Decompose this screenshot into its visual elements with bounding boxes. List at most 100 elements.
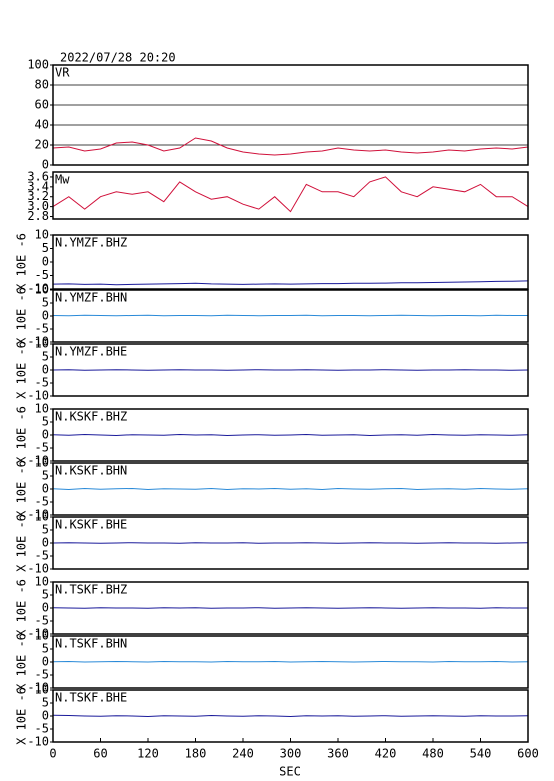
y-tick-label: 0 (42, 428, 49, 442)
y-tick-label: 10 (35, 510, 49, 524)
series-line (52, 487, 529, 491)
panel-frame (52, 635, 529, 689)
series-line (52, 433, 529, 437)
panel-frame (52, 64, 529, 166)
y-tick-label: 0 (42, 709, 49, 723)
x-tick-label: 240 (232, 747, 254, 761)
y-tick-label: 0 (42, 363, 49, 377)
series-line (52, 542, 529, 544)
x-tick-label: 480 (422, 747, 444, 761)
y-tick-label: -5 (35, 268, 49, 282)
y-tick-label: 0 (42, 536, 49, 550)
panel-label: N.KSKF.BHN (55, 464, 127, 478)
y-tick-label: 10 (35, 402, 49, 416)
series-line (52, 714, 529, 718)
panel-label: Mw (55, 173, 70, 187)
x-tick-label: 360 (327, 747, 349, 761)
y-axis-label: X 10E -6 (15, 406, 29, 464)
y-tick-label: -10 (27, 454, 49, 468)
y-tick-label: -10 (27, 508, 49, 522)
y-axis-label: X 10E -6 (15, 514, 29, 572)
y-axis-label: X 10E -6 (15, 579, 29, 637)
panel-label: N.YMZF.BHZ (55, 236, 127, 250)
panel-frame (52, 234, 529, 290)
y-tick-label: 0 (42, 655, 49, 669)
chart-title: 2022/07/28 20:20 (60, 51, 176, 65)
y-tick-label: -5 (35, 376, 49, 390)
series-line (52, 607, 528, 609)
y-tick-label: 5 (42, 296, 49, 310)
y-tick-label: 5 (42, 415, 49, 429)
y-tick-label: -10 (27, 627, 49, 641)
panel-label: N.YMZF.BHN (55, 291, 127, 305)
y-tick-label: -5 (35, 722, 49, 736)
y-tick-label: 5 (42, 350, 49, 364)
y-tick-label: 3.4 (27, 179, 49, 193)
y-tick-label: 10 (35, 683, 49, 697)
panel-label: N.KSKF.BHE (55, 518, 127, 532)
y-tick-label: 10 (35, 575, 49, 589)
panel-frame (52, 171, 529, 220)
y-tick-label: 10 (35, 456, 49, 470)
panel-frame (52, 516, 529, 570)
series-line (52, 137, 529, 156)
panel-label: N.TSKF.BHN (55, 637, 127, 651)
y-tick-label: 10 (35, 228, 49, 242)
y-tick-label: 3.2 (27, 189, 49, 203)
x-tick-label: 180 (185, 747, 207, 761)
y-tick-label: -5 (35, 614, 49, 628)
y-tick-label: 0 (42, 482, 49, 496)
y-tick-label: 20 (35, 138, 49, 152)
y-tick-label: 10 (35, 283, 49, 297)
panel-frame (52, 408, 529, 462)
y-tick-label: 5 (42, 523, 49, 537)
panel-label: N.TSKF.BHZ (55, 583, 127, 597)
y-tick-label: 5 (42, 241, 49, 255)
y-tick-label: 80 (35, 78, 49, 92)
series-line (52, 660, 529, 663)
y-tick-label: 5 (42, 588, 49, 602)
panel-label: VR (55, 66, 70, 80)
y-tick-label: 0 (42, 158, 49, 172)
y-axis-label: X 10E -6 (15, 460, 29, 518)
y-tick-label: -5 (35, 495, 49, 509)
y-tick-label: -10 (27, 335, 49, 349)
y-tick-label: -5 (35, 322, 49, 336)
y-tick-label: 5 (42, 469, 49, 483)
y-tick-label: -5 (35, 441, 49, 455)
y-tick-label: 5 (42, 642, 49, 656)
x-tick-label: 420 (375, 747, 397, 761)
panel-frame (52, 462, 529, 516)
panel-label: N.TSKF.BHE (55, 691, 127, 705)
y-tick-label: 0 (42, 255, 49, 269)
panel-frame (52, 289, 529, 343)
y-axis-label: X 10E -6 (15, 687, 29, 745)
y-tick-label: -10 (27, 389, 49, 403)
x-tick-label: 300 (280, 747, 302, 761)
series-line (52, 280, 529, 286)
panel-frame (52, 343, 529, 397)
y-tick-label: -5 (35, 668, 49, 682)
y-tick-label: -10 (27, 282, 49, 296)
x-tick-label: 0 (49, 747, 56, 761)
y-tick-label: 5 (42, 696, 49, 710)
panel-label: N.YMZF.BHE (55, 345, 127, 359)
y-tick-label: -10 (27, 681, 49, 695)
y-tick-label: 100 (27, 58, 49, 72)
y-axis-label: X 10E -6 (15, 287, 29, 345)
y-axis-label: X 10E -6 (15, 341, 29, 399)
y-tick-label: 2.8 (27, 209, 49, 223)
y-tick-label: 10 (35, 629, 49, 643)
y-tick-label: 3.0 (27, 199, 49, 213)
y-tick-label: 0 (42, 601, 49, 615)
x-axis-label: SEC (279, 765, 301, 779)
y-tick-label: 40 (35, 118, 49, 132)
panel-frame (52, 581, 529, 635)
y-tick-label: -5 (35, 549, 49, 563)
y-tick-label: -10 (27, 735, 49, 749)
y-axis-label: X 10E -6 (15, 633, 29, 691)
series-line (52, 314, 528, 317)
y-tick-label: 0 (42, 309, 49, 323)
y-axis-label: X 10E -6 (15, 233, 29, 291)
